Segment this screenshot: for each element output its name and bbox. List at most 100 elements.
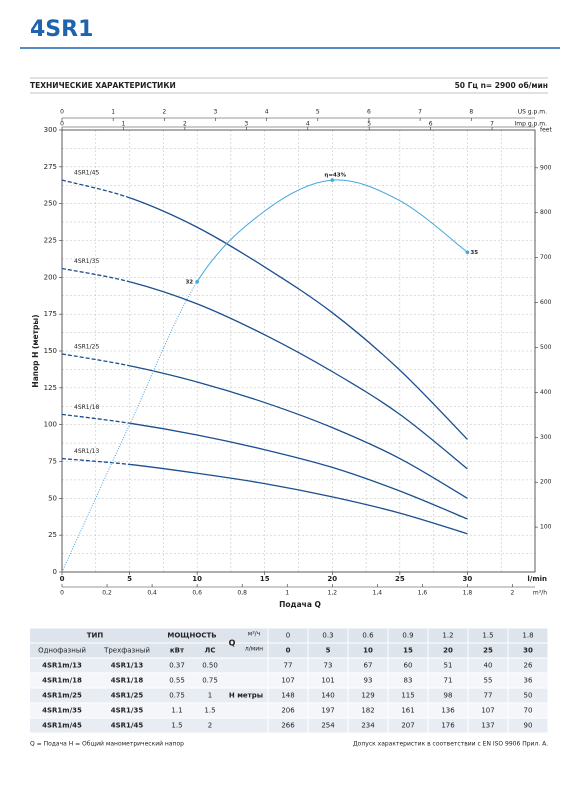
y2-tick-label: 100 (540, 524, 552, 531)
y-tick-label: 250 (44, 200, 57, 208)
x-axis-label: Подача Q (279, 600, 321, 609)
table-cell: 98 (444, 692, 453, 700)
table-cell: 115 (401, 692, 414, 700)
table-cell: 4SR1m/45 (42, 722, 82, 730)
secondary-tick-label: 7 (418, 109, 422, 116)
table-cell: ЛС (205, 647, 216, 655)
table-cell: 182 (361, 707, 374, 715)
table-cell: 0.6 (362, 632, 374, 640)
table-row-bg (30, 688, 548, 703)
table-cell: 107 (481, 707, 494, 715)
y-tick-label: 50 (48, 494, 57, 502)
table-cell: 129 (361, 692, 374, 700)
table-cell: 0.75 (169, 692, 185, 700)
table-cell: 176 (441, 722, 455, 730)
secondary-tick-label: 2 (162, 109, 166, 116)
table-cell: 4SR1m/25 (42, 692, 82, 700)
table-cell: 26 (524, 662, 533, 670)
table-cell: 93 (364, 677, 373, 685)
secondary-tick-label: 0,2 (102, 590, 112, 597)
table-cell: 4SR1/13 (111, 662, 144, 670)
table-cell: 70 (524, 707, 533, 715)
page-title: 4SR1 (30, 17, 93, 42)
series-label: 4SR1/13 (74, 448, 99, 455)
secondary-tick-label: 1 (111, 109, 115, 116)
table-cell: 15 (403, 647, 413, 655)
table-cell: 77 (284, 662, 293, 670)
table-row-bg (30, 703, 548, 718)
pump-curve (129, 422, 468, 520)
secondary-tick-label: 2 (511, 590, 515, 597)
table-cell: МОЩНОСТЬ (167, 632, 216, 640)
table-cell: 67 (364, 662, 373, 670)
table-cell: 36 (524, 677, 533, 685)
table-cell: H метры (229, 692, 263, 700)
pump-curve (61, 179, 130, 199)
table-cell: 30 (523, 647, 533, 655)
section-title: ТЕХНИЧЕСКИЕ ХАРАКТЕРИСТИКИ (30, 81, 176, 90)
secondary-tick-label: 1,4 (373, 590, 383, 597)
table-cell: 4SR1m/13 (42, 662, 82, 670)
pump-curve (129, 197, 468, 440)
table-cell: 77 (484, 692, 493, 700)
table-row-bg (30, 718, 548, 733)
secondary-tick-label: 0,8 (237, 590, 247, 597)
table-cell: 161 (401, 707, 414, 715)
table-cell: м³/ч (248, 631, 261, 638)
pump-curve (61, 457, 130, 466)
secondary-tick-label: 4 (306, 121, 310, 128)
table-cell: 254 (321, 722, 335, 730)
y-tick-label: 25 (48, 531, 57, 539)
y2-tick-label: 800 (540, 209, 552, 216)
table-cell: 4SR1m/35 (42, 707, 82, 715)
table-cell: 1.5 (482, 632, 493, 640)
table-cell: 4SR1/45 (111, 722, 144, 730)
y-tick-label: 200 (44, 273, 57, 281)
footnote: Допуск характеристик в соответствии с EN… (353, 741, 548, 748)
y2-tick-label: 900 (540, 164, 552, 171)
series-label: 4SR1/25 (74, 343, 99, 350)
table-cell: 1.5 (204, 707, 215, 715)
secondary-tick-label: 0,6 (192, 590, 202, 597)
table-cell: 0.3 (322, 632, 333, 640)
table-cell: 60 (404, 662, 413, 670)
pump-curve (61, 267, 130, 283)
secondary-tick-label: 0 (60, 109, 64, 116)
y2-tick-label: 300 (540, 434, 552, 441)
table-cell: 83 (404, 677, 413, 685)
pump-curve (129, 365, 468, 499)
secondary-tick-label: 1 (122, 121, 126, 128)
table-cell: 1 (208, 692, 212, 700)
table-cell: 20 (443, 647, 453, 655)
y-tick-label: 100 (44, 421, 57, 429)
table-cell: 136 (441, 707, 455, 715)
secondary-tick-label: 5 (316, 109, 320, 116)
y2-axis-label: feet (540, 127, 552, 134)
y2-tick-label: 400 (540, 389, 552, 396)
table-cell: 148 (281, 692, 294, 700)
pump-curve (61, 353, 130, 367)
efficiency-label: 32 (185, 279, 193, 285)
y2-tick-label: 700 (540, 254, 552, 261)
table-cell: 0 (286, 632, 290, 640)
efficiency-label: η=43% (324, 173, 346, 179)
table-cell: 137 (481, 722, 494, 730)
y2-tick-label: 200 (540, 479, 552, 486)
section-speed: 50 Гц n= 2900 об/мин (455, 81, 548, 90)
table-cell: 71 (444, 677, 453, 685)
table-cell: кВт (170, 647, 185, 655)
series-label: 4SR1/18 (74, 404, 99, 411)
table-cell: 4SR1m/18 (42, 677, 82, 685)
secondary-tick-label: 3 (214, 109, 218, 116)
secondary-tick-label: 0 (60, 121, 64, 128)
efficiency-curve (61, 281, 198, 573)
table-row-bg (30, 658, 548, 673)
table-cell: 4SR1/25 (111, 692, 144, 700)
efficiency-point (195, 279, 199, 284)
series-label: 4SR1/35 (74, 258, 99, 265)
secondary-tick-label: 1,6 (418, 590, 428, 597)
table-cell: 0.50 (202, 662, 218, 670)
table-cell: 0.9 (402, 632, 413, 640)
secondary-axis-label: US g.p.m. (518, 109, 547, 116)
y2-tick-label: 500 (540, 344, 552, 351)
